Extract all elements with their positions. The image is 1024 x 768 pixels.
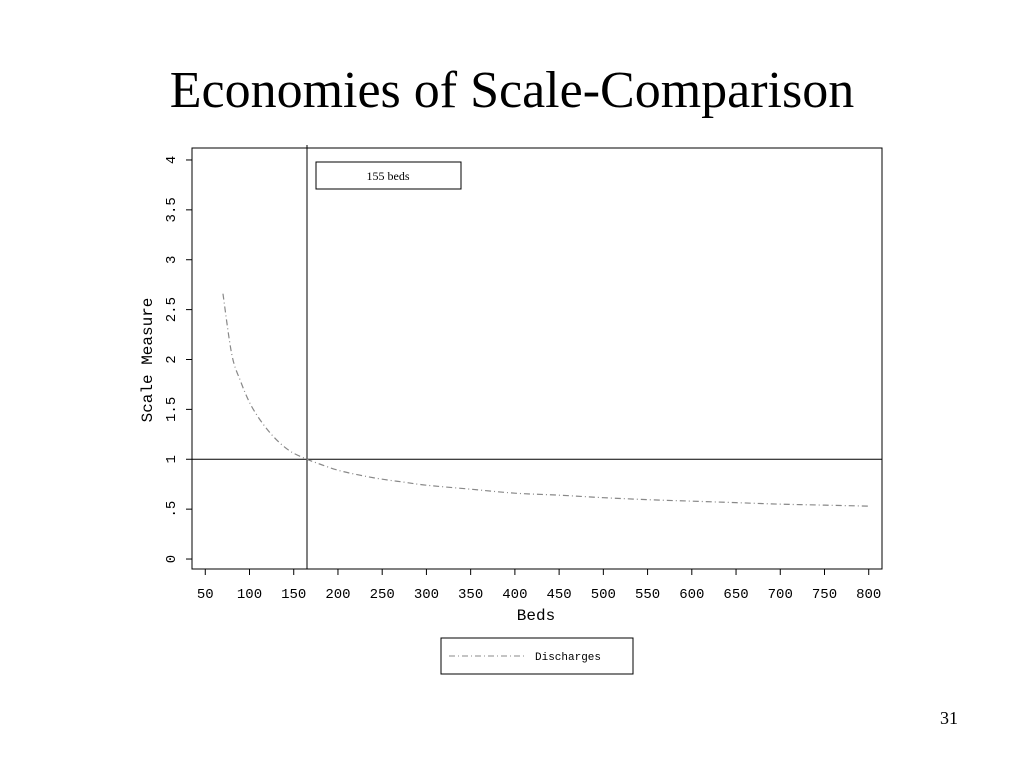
x-tick-label: 350 — [458, 587, 483, 603]
series-layer — [222, 293, 869, 507]
y-axis: 0 .5 1 1.5 2 2.5 3 3.5 4 — [164, 156, 192, 563]
x-tick-label: 450 — [547, 587, 572, 603]
y-tick-label: 1 — [164, 455, 180, 463]
y-tick-label: 4 — [164, 156, 180, 164]
x-tick-label: 50 — [197, 587, 214, 603]
series-line-discharges — [222, 293, 869, 507]
x-tick-label: 750 — [812, 587, 837, 603]
x-tick-label: 600 — [679, 587, 704, 603]
x-tick-label: 800 — [856, 587, 881, 603]
legend-box — [440, 637, 634, 675]
x-tick-label: 650 — [723, 587, 748, 603]
x-tick-label: 500 — [591, 587, 616, 603]
y-tick-label: 2 — [164, 355, 180, 363]
reference-lines — [192, 145, 882, 569]
slide-title: Economies of Scale-Comparison — [169, 62, 855, 119]
x-tick-label: 300 — [414, 587, 439, 603]
x-tick-label: 250 — [370, 587, 395, 603]
x-tick-label: 100 — [237, 587, 262, 603]
annotation-label: 155 beds — [367, 169, 410, 183]
x-tick-label: 150 — [281, 587, 306, 603]
y-tick-label: 3.5 — [164, 197, 180, 222]
annotation-layer: 155 beds — [315, 161, 462, 190]
legend: Discharges — [440, 637, 634, 675]
plot-frame — [191, 147, 883, 570]
x-tick-label: 700 — [768, 587, 793, 603]
y-tick-label: 1.5 — [164, 397, 180, 422]
annotation-box — [315, 161, 462, 190]
x-axis-label: Beds — [517, 607, 555, 625]
x-axis: 50 100 150 200 250 300 350 400 450 500 550 600 650 70… — [197, 569, 881, 603]
legend-entry-label: Discharges — [535, 652, 601, 664]
page-number: 31 — [940, 708, 958, 728]
x-tick-label: 400 — [502, 587, 527, 603]
chart: 0 .5 1 1.5 2 2.5 3 3.5 4 50 100 150 200 250 300 350 400… — [139, 145, 883, 675]
x-tick-label: 200 — [325, 587, 350, 603]
y-tick-label: .5 — [164, 501, 180, 518]
x-tick-label: 550 — [635, 587, 660, 603]
y-tick-label: 3 — [164, 256, 180, 264]
y-tick-label: 2.5 — [164, 297, 180, 322]
y-tick-label: 0 — [164, 555, 180, 563]
y-axis-label: Scale Measure — [139, 298, 157, 423]
